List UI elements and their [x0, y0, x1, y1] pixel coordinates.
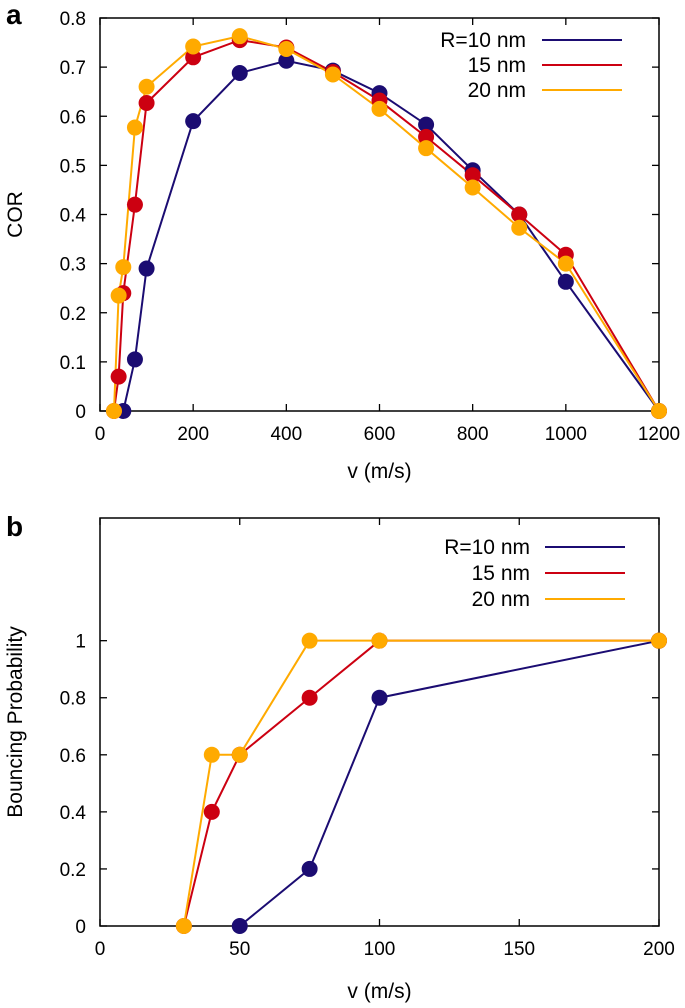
data-point-series-2 — [203, 746, 220, 763]
legend-label: 15 nm — [468, 54, 526, 77]
series-line-0 — [239, 639, 660, 927]
data-point-series-1 — [203, 803, 220, 820]
x-tick-label: 1000 — [545, 424, 587, 445]
series-line-1 — [182, 639, 659, 927]
y-tick-label: 0.4 — [60, 206, 87, 227]
data-point-series-2 — [115, 259, 132, 276]
data-point-series-0 — [231, 65, 248, 82]
data-point-series-2 — [175, 918, 192, 934]
data-point-series-1 — [126, 196, 143, 213]
y-tick-label: 0.2 — [60, 860, 86, 881]
y-tick-label: 0 — [75, 402, 86, 423]
plot-frame — [99, 17, 660, 412]
y-tick-label: 0.4 — [60, 803, 87, 824]
data-point-series-2 — [557, 255, 574, 272]
x-tick-label: 800 — [457, 424, 489, 445]
legend-label: R=10 nm — [444, 536, 530, 559]
y-tick-label: 0.8 — [60, 9, 86, 30]
data-point-series-2 — [278, 40, 295, 57]
data-point-series-0 — [301, 860, 318, 877]
x-tick-label: 400 — [270, 424, 302, 445]
y-tick-label: 0.2 — [60, 304, 86, 325]
data-point-series-2 — [301, 632, 318, 649]
panel-label: a — [6, 0, 22, 30]
x-axis-label: v (m/s) — [347, 980, 411, 1003]
x-axis-label: v (m/s) — [347, 460, 411, 483]
data-point-series-0 — [371, 689, 388, 706]
panel-b-plot: 0 50 100 150 200 0 0.2 0.4 0.6 0.8 1 v (m/s) Bouncin… — [4, 511, 675, 1003]
data-point-series-1 — [511, 206, 528, 223]
data-point-series-0 — [557, 273, 574, 290]
series-line-2 — [182, 639, 659, 927]
data-point-series-2 — [418, 140, 435, 157]
x-tick-label: 100 — [364, 939, 396, 960]
y-tick-label: 0.7 — [60, 58, 86, 79]
data-point-series-0 — [231, 918, 248, 934]
y-axis-label: COR — [4, 191, 27, 238]
data-point-series-2 — [231, 28, 248, 45]
data-point-series-2 — [110, 287, 127, 304]
data-point-series-1 — [138, 94, 155, 111]
x-tick-label: 600 — [364, 424, 396, 445]
x-tick-label: 0 — [95, 939, 106, 960]
y-tick-label: 0.8 — [60, 689, 86, 710]
panel-a-plot: 0 200 400 600 800 1000 1200 0 0.1 0.2 0.3 0.4 0.5 0.6… — [4, 0, 680, 483]
x-tick-label: 200 — [643, 939, 675, 960]
panel-label: b — [6, 511, 23, 542]
x-tick-label: 50 — [229, 939, 250, 960]
legend-label: 20 nm — [468, 79, 526, 102]
y-tick-label: 1 — [75, 632, 86, 653]
y-tick-label: 0.1 — [60, 353, 86, 374]
data-point-series-0 — [126, 351, 143, 368]
data-point-series-1 — [301, 689, 318, 706]
data-point-series-1 — [110, 368, 127, 385]
data-point-series-2 — [464, 179, 481, 196]
data-point-series-2 — [371, 632, 388, 649]
y-tick-label: 0 — [75, 917, 86, 938]
legend-label: 15 nm — [472, 562, 530, 585]
x-tick-label: 0 — [95, 424, 106, 445]
data-point-series-0 — [185, 113, 202, 130]
data-point-series-1 — [418, 128, 435, 145]
y-tick-label: 0.3 — [60, 255, 86, 276]
y-tick-label: 0.5 — [60, 156, 86, 177]
data-point-series-2 — [126, 119, 143, 136]
y-tick-label: 0.6 — [60, 107, 86, 128]
data-point-series-2 — [138, 78, 155, 95]
x-tick-label: 1200 — [638, 424, 680, 445]
legend-label: 20 nm — [472, 588, 530, 611]
data-point-series-2 — [105, 403, 122, 419]
data-point-series-0 — [138, 260, 155, 277]
data-point-series-2 — [231, 746, 248, 763]
data-point-series-2 — [185, 38, 202, 55]
data-point-series-1 — [464, 167, 481, 184]
data-point-series-2 — [371, 100, 388, 117]
x-tick-label: 200 — [177, 424, 209, 445]
series-line-0 — [122, 59, 660, 412]
data-point-series-2 — [511, 219, 528, 236]
data-point-series-2 — [651, 632, 667, 649]
y-axis-label: Bouncing Probability — [4, 626, 27, 818]
data-point-series-0 — [418, 116, 435, 133]
data-point-series-2 — [651, 403, 667, 419]
data-point-series-2 — [324, 66, 341, 83]
y-tick-label: 0.6 — [60, 746, 86, 767]
legend-label: R=10 nm — [440, 29, 526, 52]
x-tick-label: 150 — [503, 939, 535, 960]
plot-frame — [99, 517, 660, 927]
data-point-series-0 — [278, 52, 295, 69]
